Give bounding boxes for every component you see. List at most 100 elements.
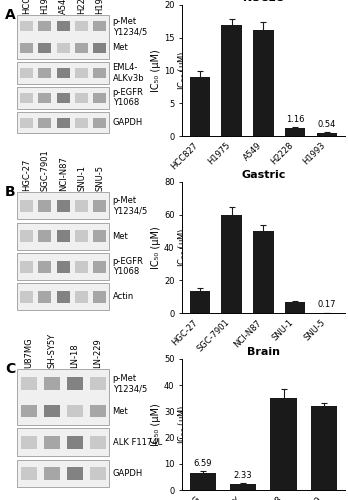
Title: NSCLC: NSCLC [243, 0, 284, 3]
FancyBboxPatch shape [75, 230, 88, 242]
Text: H1993: H1993 [95, 0, 104, 14]
FancyBboxPatch shape [66, 436, 83, 448]
Text: NCI-N87: NCI-N87 [58, 156, 68, 191]
Text: HCC827: HCC827 [22, 0, 31, 14]
FancyBboxPatch shape [57, 260, 70, 272]
Text: B: B [5, 184, 16, 198]
FancyBboxPatch shape [20, 230, 33, 242]
Y-axis label: IC₅₀ (μM): IC₅₀ (μM) [151, 226, 161, 269]
FancyBboxPatch shape [44, 377, 60, 390]
Text: 2.33: 2.33 [234, 471, 252, 480]
FancyBboxPatch shape [21, 405, 37, 417]
FancyBboxPatch shape [44, 467, 60, 479]
Text: HGC-27: HGC-27 [22, 159, 31, 191]
Bar [317, 132, 337, 136]
Text: A549: A549 [58, 0, 68, 14]
Text: LN-18: LN-18 [70, 344, 79, 368]
FancyBboxPatch shape [38, 200, 51, 212]
FancyBboxPatch shape [94, 260, 106, 272]
Y-axis label: IC₅₀ (μM): IC₅₀ (μM) [151, 49, 161, 92]
FancyBboxPatch shape [66, 405, 83, 417]
FancyBboxPatch shape [44, 436, 60, 448]
FancyBboxPatch shape [21, 377, 37, 390]
FancyBboxPatch shape [66, 467, 83, 479]
FancyBboxPatch shape [89, 377, 106, 390]
Text: Actin: Actin [112, 292, 134, 302]
FancyBboxPatch shape [57, 118, 70, 128]
FancyBboxPatch shape [38, 22, 51, 31]
Text: p-Met
Y1234/5: p-Met Y1234/5 [112, 16, 147, 36]
Text: Met: Met [112, 44, 128, 52]
Text: H1975: H1975 [40, 0, 49, 14]
Text: Met: Met [112, 232, 128, 241]
FancyBboxPatch shape [21, 436, 37, 448]
FancyBboxPatch shape [75, 260, 88, 272]
FancyBboxPatch shape [17, 87, 109, 108]
FancyBboxPatch shape [57, 291, 70, 303]
Text: EML4-
ALKv3b: EML4- ALKv3b [112, 63, 144, 82]
Text: p-EGFR
Y1068: p-EGFR Y1068 [112, 88, 143, 108]
Text: SNU-1: SNU-1 [77, 165, 86, 191]
Title: Gastric: Gastric [241, 170, 286, 180]
FancyBboxPatch shape [75, 118, 88, 128]
FancyBboxPatch shape [20, 93, 33, 102]
FancyBboxPatch shape [17, 62, 109, 84]
Text: SH-SY5Y: SH-SY5Y [47, 333, 56, 368]
FancyBboxPatch shape [94, 68, 106, 78]
FancyBboxPatch shape [57, 230, 70, 242]
FancyBboxPatch shape [94, 93, 106, 102]
Bar [253, 30, 274, 136]
FancyBboxPatch shape [57, 93, 70, 102]
Text: 0.54: 0.54 [318, 120, 336, 129]
FancyBboxPatch shape [75, 200, 88, 212]
FancyBboxPatch shape [38, 93, 51, 102]
Text: H2228: H2228 [77, 0, 86, 14]
Text: GAPDH: GAPDH [112, 469, 143, 478]
Text: p-EGFR
Y1068: p-EGFR Y1068 [112, 257, 143, 276]
Bar [190, 291, 210, 313]
FancyBboxPatch shape [89, 436, 106, 448]
FancyBboxPatch shape [57, 22, 70, 31]
FancyBboxPatch shape [20, 260, 33, 272]
Bar [285, 128, 306, 136]
Text: p-Met
Y1234/5: p-Met Y1234/5 [112, 196, 147, 216]
Bar [253, 231, 274, 313]
Bar [285, 302, 306, 313]
Text: U87MG: U87MG [24, 338, 33, 368]
Text: IC$_{50}$ (μM): IC$_{50}$ (μM) [176, 51, 189, 90]
Bar [190, 77, 210, 136]
Text: 0.17: 0.17 [318, 300, 336, 310]
FancyBboxPatch shape [94, 291, 106, 303]
Text: 6.59: 6.59 [193, 459, 212, 468]
Text: SNU-5: SNU-5 [95, 165, 104, 191]
Text: A: A [5, 8, 16, 22]
FancyBboxPatch shape [17, 428, 109, 456]
FancyBboxPatch shape [89, 467, 106, 479]
FancyBboxPatch shape [57, 200, 70, 212]
FancyBboxPatch shape [94, 200, 106, 212]
FancyBboxPatch shape [20, 118, 33, 128]
FancyBboxPatch shape [38, 230, 51, 242]
FancyBboxPatch shape [75, 22, 88, 31]
Text: IC$_{50}$ (μM): IC$_{50}$ (μM) [176, 405, 189, 444]
FancyBboxPatch shape [17, 370, 109, 425]
Bar [230, 484, 256, 490]
Bar [190, 472, 216, 490]
FancyBboxPatch shape [94, 43, 106, 53]
FancyBboxPatch shape [66, 377, 83, 390]
FancyBboxPatch shape [17, 112, 109, 134]
FancyBboxPatch shape [17, 460, 109, 487]
FancyBboxPatch shape [38, 68, 51, 78]
Text: p-Met
Y1234/5: p-Met Y1234/5 [112, 374, 147, 393]
Text: ALK F1174L: ALK F1174L [112, 438, 162, 447]
FancyBboxPatch shape [20, 291, 33, 303]
FancyBboxPatch shape [94, 230, 106, 242]
FancyBboxPatch shape [17, 223, 109, 250]
FancyBboxPatch shape [17, 284, 109, 310]
FancyBboxPatch shape [38, 291, 51, 303]
Title: Brain: Brain [247, 347, 280, 357]
FancyBboxPatch shape [57, 68, 70, 78]
FancyBboxPatch shape [17, 16, 109, 58]
FancyBboxPatch shape [20, 22, 33, 31]
FancyBboxPatch shape [94, 118, 106, 128]
